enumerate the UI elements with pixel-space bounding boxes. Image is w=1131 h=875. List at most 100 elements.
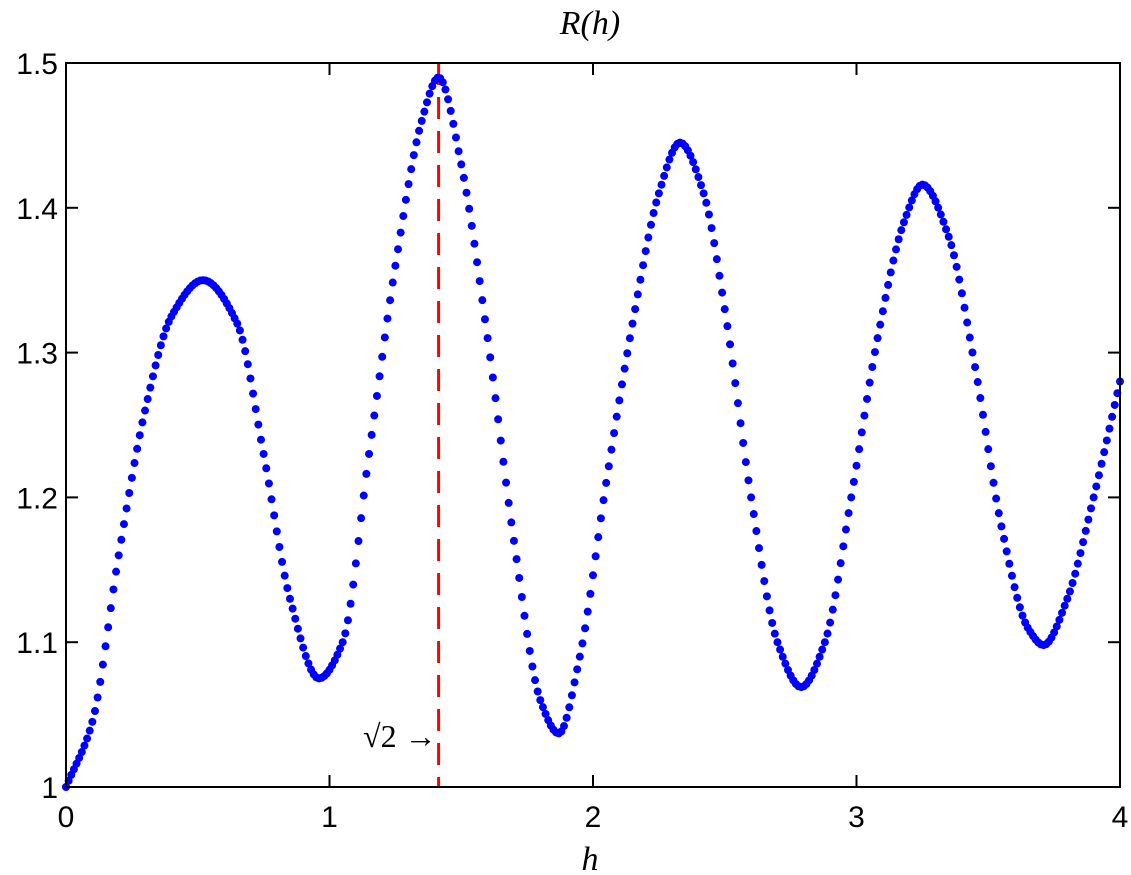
data-point — [976, 394, 985, 403]
data-point — [934, 203, 943, 212]
data-point — [154, 351, 163, 360]
data-point — [259, 449, 268, 458]
data-point — [1058, 608, 1067, 617]
data-point — [346, 599, 355, 608]
data-point — [739, 438, 748, 447]
data-point — [422, 98, 431, 107]
data-point — [127, 473, 136, 482]
data-point — [444, 95, 453, 104]
data-point — [873, 334, 882, 343]
data-point — [699, 189, 708, 198]
data-point — [338, 638, 347, 647]
data-point — [299, 643, 308, 652]
data-point — [691, 165, 700, 174]
data-point — [517, 592, 526, 601]
data-point — [249, 389, 258, 398]
plot-frame — [65, 62, 1121, 788]
data-point — [889, 256, 898, 265]
data-point — [85, 726, 94, 735]
data-point — [1089, 493, 1098, 502]
data-point — [1079, 538, 1088, 547]
data-point — [264, 479, 273, 488]
data-point — [952, 262, 961, 271]
data-point — [870, 348, 879, 357]
data-point — [828, 605, 837, 614]
data-point — [246, 374, 255, 383]
data-point — [847, 493, 856, 502]
data-point — [625, 334, 634, 343]
data-point — [119, 520, 128, 529]
data-point — [997, 522, 1006, 531]
data-point — [533, 687, 542, 696]
data-point — [241, 347, 250, 356]
data-point — [278, 557, 287, 566]
data-point — [1063, 594, 1072, 603]
data-point — [589, 571, 597, 580]
data-point — [876, 320, 885, 329]
data-point — [235, 326, 244, 335]
data-point — [902, 210, 911, 219]
data-point — [581, 624, 590, 633]
data-point — [1015, 603, 1024, 612]
data-point — [391, 261, 400, 270]
data-point — [425, 89, 434, 98]
data-point — [138, 418, 147, 427]
data-point — [662, 163, 671, 172]
data-point — [520, 611, 529, 620]
data-point — [283, 584, 292, 593]
data-point — [694, 173, 703, 182]
data-point — [841, 525, 850, 534]
data-point — [810, 666, 819, 675]
data-point — [1110, 400, 1119, 409]
data-point — [378, 352, 387, 361]
data-point — [615, 396, 624, 405]
data-point — [365, 449, 374, 458]
data-point — [823, 629, 832, 638]
data-point — [101, 642, 110, 651]
data-point — [380, 333, 389, 342]
data-point — [528, 662, 537, 671]
data-point — [238, 335, 247, 344]
data-point — [957, 289, 966, 298]
data-point — [523, 629, 532, 638]
data-point — [892, 245, 901, 254]
x-tick-label: 1 — [321, 801, 338, 834]
data-point — [441, 85, 450, 94]
data-point — [623, 349, 632, 358]
data-point — [836, 559, 845, 568]
data-point — [117, 535, 126, 544]
data-point — [839, 542, 848, 551]
data-point — [594, 533, 603, 542]
data-point — [992, 494, 1001, 503]
data-point — [141, 406, 150, 415]
data-point — [639, 261, 648, 270]
data-point — [865, 378, 874, 387]
data-point — [886, 268, 895, 277]
x-ticks: 0 1 2 3 4 — [58, 63, 1128, 834]
x-axis-label: h — [582, 841, 599, 875]
data-point — [818, 645, 827, 654]
data-point — [336, 644, 345, 653]
data-point — [1073, 559, 1082, 568]
data-point — [726, 340, 735, 349]
data-point — [965, 333, 974, 342]
data-point — [446, 106, 455, 115]
data-point — [654, 189, 663, 198]
data-point — [720, 305, 729, 314]
data-point — [133, 444, 142, 453]
data-point — [852, 461, 861, 470]
data-point — [531, 676, 540, 685]
data-point — [757, 560, 766, 569]
y-tick-label: 1.1 — [16, 627, 58, 660]
data-point — [280, 571, 289, 580]
data-point — [599, 496, 608, 505]
data-point — [573, 665, 582, 674]
data-points — [62, 73, 1124, 791]
data-point — [351, 559, 360, 568]
data-point — [88, 717, 97, 726]
data-point — [412, 138, 421, 147]
data-point — [262, 464, 271, 473]
data-point — [254, 420, 263, 429]
data-point — [90, 706, 99, 715]
data-point — [612, 412, 621, 421]
